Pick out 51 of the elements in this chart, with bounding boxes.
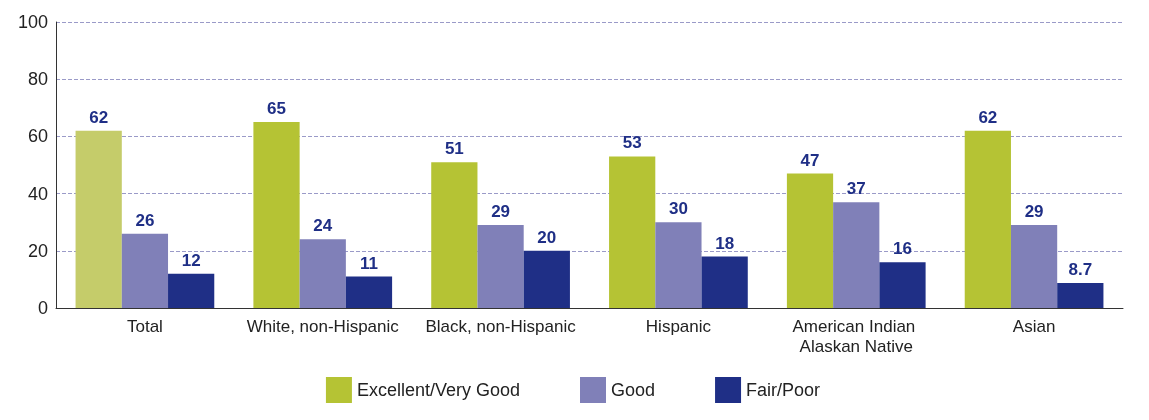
y-tick-label: 40 — [27, 183, 48, 204]
data-label: 62 — [978, 107, 998, 127]
data-label: 24 — [313, 216, 333, 236]
data-label: 8.7 — [1068, 260, 1093, 280]
data-label: 62 — [89, 107, 109, 127]
data-label: 53 — [622, 133, 642, 153]
y-tick-label: 80 — [27, 69, 48, 90]
bar — [701, 256, 748, 308]
bar — [964, 130, 1011, 308]
data-label: 37 — [846, 179, 866, 199]
x-tick-label: Hispanic — [645, 316, 712, 336]
bar — [1057, 283, 1104, 308]
data-label: 51 — [444, 139, 464, 159]
bar — [168, 273, 215, 308]
legend-label: Excellent/Very Good — [356, 380, 521, 400]
bar — [655, 222, 702, 308]
x-tick-label: White, non-Hispanic — [246, 316, 400, 336]
bar — [1010, 225, 1058, 308]
x-tick-label: Asian — [1012, 316, 1056, 336]
y-tick-label: 20 — [27, 240, 48, 261]
y-tick-label: 100 — [17, 12, 48, 32]
bar — [299, 239, 346, 308]
data-label: 47 — [800, 150, 820, 170]
legend-label: Fair/Poor — [746, 380, 821, 400]
bar — [609, 156, 656, 308]
bar — [121, 233, 169, 308]
data-label: 29 — [491, 202, 511, 222]
y-tick-label: 0 — [37, 298, 48, 318]
bar — [431, 162, 478, 308]
bar — [833, 202, 880, 308]
data-label: 20 — [537, 227, 557, 247]
x-tick-label: American Indian Alaskan Native — [792, 316, 921, 356]
data-label: 29 — [1024, 202, 1044, 222]
y-tick-label: 60 — [27, 126, 48, 147]
bar — [75, 130, 122, 308]
data-label: 65 — [267, 99, 286, 119]
bar — [879, 262, 926, 308]
data-label: 11 — [359, 253, 378, 273]
bar — [253, 122, 300, 308]
legend-label: Good — [611, 380, 656, 400]
data-label: 30 — [668, 199, 688, 219]
x-tick-label: Black, non-Hispanic — [425, 316, 577, 336]
data-label: 12 — [181, 250, 201, 270]
data-label: 16 — [893, 239, 912, 259]
bar — [786, 173, 834, 308]
bar — [523, 250, 570, 308]
data-label: 26 — [135, 210, 155, 230]
data-label: 18 — [715, 233, 735, 253]
x-tick-label: Total — [126, 316, 163, 336]
bar — [477, 225, 524, 308]
bar — [345, 276, 393, 308]
